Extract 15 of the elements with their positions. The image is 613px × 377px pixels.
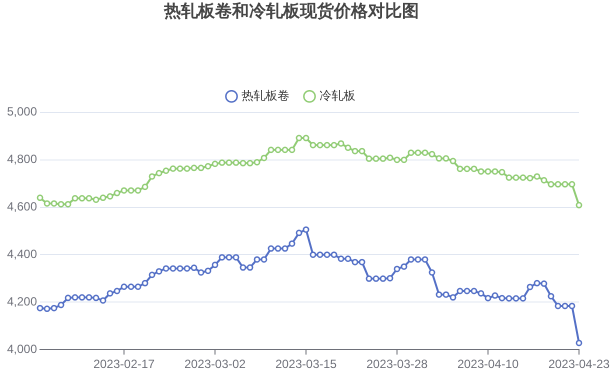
y-tick-label: 4,800: [7, 152, 38, 166]
legend-label: 热轧板卷: [242, 88, 290, 103]
x-tick-label: 2023-02-17: [93, 357, 156, 372]
x-tick-label: 2023-03-02: [184, 357, 246, 372]
y-tick-label: 4,400: [7, 247, 38, 262]
y-tick-label: 5,000: [7, 104, 38, 119]
x-tick-label: 2023-03-28: [366, 357, 428, 372]
x-tick-label: 2023-04-10: [457, 357, 520, 372]
y-tick-label: 4,600: [7, 200, 38, 214]
chart-title: 热轧板卷和冷轧板现货价格对比图: [163, 2, 419, 22]
x-tick-label: 2023-04-23: [548, 357, 610, 372]
y-tick-label: 4,200: [7, 294, 38, 308]
y-tick-label: 4,000: [7, 342, 38, 356]
legend-label: 冷轧板: [320, 88, 356, 103]
x-tick-label: 2023-03-15: [275, 357, 338, 372]
